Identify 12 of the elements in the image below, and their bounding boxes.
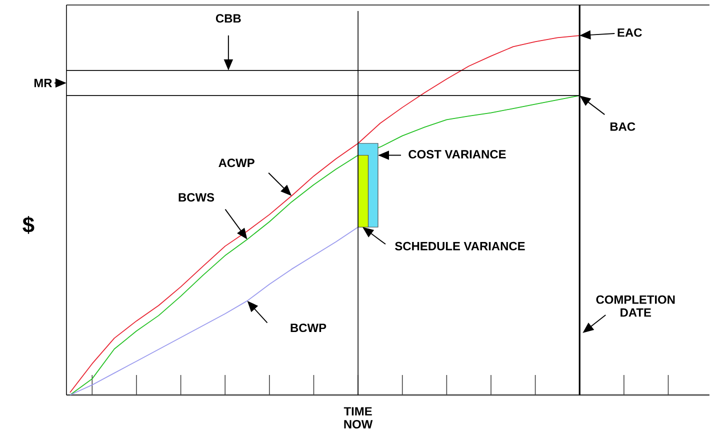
annotation: BCWP xyxy=(290,324,326,332)
text: CBB xyxy=(216,14,241,23)
annotation: ACWP xyxy=(218,158,254,168)
y-axis-title: $ xyxy=(22,216,34,234)
text: MR xyxy=(34,78,52,88)
text: TIME NOW xyxy=(344,407,373,428)
annotation: EAC xyxy=(618,28,642,37)
annotation: COMPLETION DATE xyxy=(596,295,675,317)
annotation: BCWS xyxy=(178,193,214,202)
annotation: COST VARIANCE xyxy=(408,150,506,158)
annotation: SCHEDULE VARIANCE xyxy=(395,242,525,250)
annotation: BAC xyxy=(610,122,636,131)
